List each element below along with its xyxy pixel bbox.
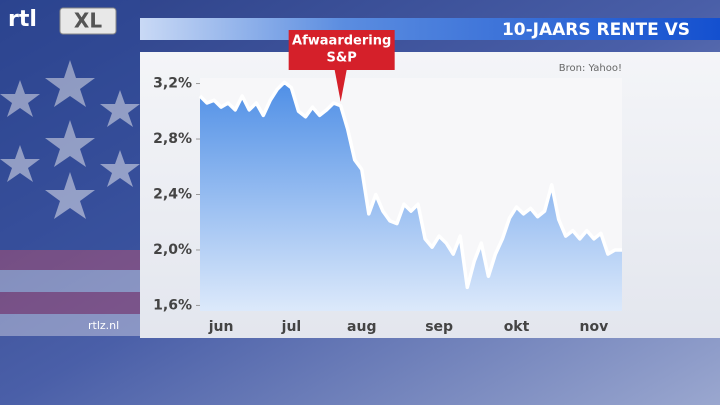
y-tick-label: 2,4% bbox=[153, 187, 192, 203]
x-tick-label: sep bbox=[425, 319, 453, 335]
annotation: Afwaardering S&P bbox=[288, 30, 395, 102]
y-tick-label: 2,0% bbox=[153, 242, 192, 258]
line bbox=[198, 80, 622, 290]
area bbox=[200, 82, 622, 311]
annotation-arrow bbox=[334, 70, 347, 102]
y-tick-label: 1,6% bbox=[153, 297, 192, 313]
footer: rtlz.nl bbox=[88, 319, 119, 332]
logo-brand: rtl bbox=[8, 7, 37, 32]
logo-channel: XL bbox=[74, 9, 102, 33]
x-tick-label: aug bbox=[347, 319, 376, 335]
x-tick-label: jun bbox=[208, 319, 234, 335]
annotation-text: Afwaardering bbox=[292, 34, 391, 49]
y-tick-label: 3,2% bbox=[153, 76, 192, 92]
y-tick-label: 2,8% bbox=[153, 131, 192, 147]
annotation-box bbox=[288, 30, 395, 70]
title-bar bbox=[140, 18, 720, 40]
chart-title: 10-JAARS RENTE VS bbox=[502, 20, 690, 40]
source: Bron: Yahoo! bbox=[559, 63, 622, 74]
annotation-text: S&P bbox=[327, 51, 357, 66]
x-tick-label: okt bbox=[504, 319, 530, 335]
flag bbox=[0, 0, 140, 336]
logo-box bbox=[59, 7, 117, 35]
x-tick-label: jul bbox=[281, 319, 302, 335]
x-tick-label: nov bbox=[580, 319, 609, 335]
